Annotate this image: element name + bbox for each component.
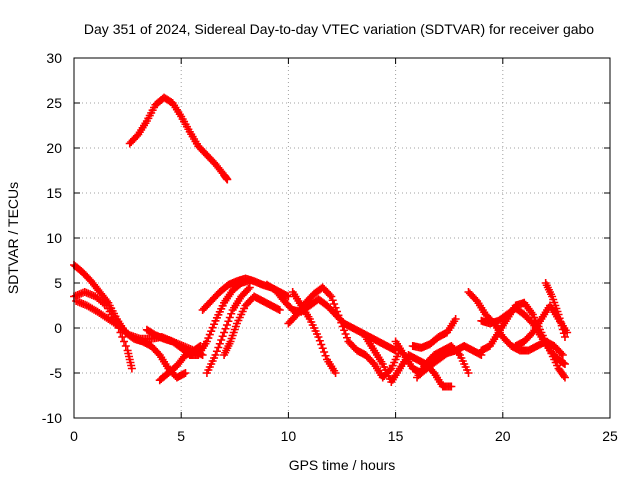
data-point	[221, 324, 230, 333]
data-point	[220, 328, 229, 337]
data-point	[337, 318, 346, 327]
data-point	[340, 326, 349, 335]
data-point	[341, 330, 350, 338]
data-point	[245, 283, 254, 292]
y-tick-label: 25	[46, 95, 62, 111]
data-point	[334, 311, 343, 320]
data-layer	[70, 93, 572, 391]
x-tick-label: 15	[388, 428, 404, 444]
data-point	[557, 321, 566, 330]
data-point	[464, 369, 473, 377]
data-point	[321, 351, 330, 360]
series-arc-b	[70, 288, 136, 373]
data-point	[100, 300, 109, 308]
data-point	[559, 372, 568, 380]
y-tick-label: 10	[46, 230, 62, 246]
series-arc-r	[477, 304, 569, 368]
y-tick-label: 20	[46, 140, 62, 156]
series-arc-m	[391, 337, 486, 377]
series-arc-f	[198, 274, 293, 314]
y-tick-label: 0	[54, 320, 62, 336]
data-point	[560, 360, 569, 368]
data-point	[227, 309, 236, 318]
data-point	[560, 373, 569, 382]
data-point	[244, 285, 253, 293]
data-point	[217, 336, 226, 344]
data-point	[328, 296, 337, 305]
series-arc-t	[541, 279, 569, 341]
series-arc-h	[220, 292, 284, 359]
x-tick-label: 0	[70, 428, 78, 444]
data-point	[451, 315, 460, 323]
data-point	[212, 347, 221, 356]
data-point	[223, 175, 232, 184]
data-point	[447, 382, 456, 391]
series-arc-high	[125, 93, 232, 184]
data-point	[559, 329, 568, 338]
series-arc-n	[408, 315, 460, 352]
series-arc-s	[511, 301, 572, 350]
data-point	[343, 333, 352, 342]
data-point	[127, 364, 136, 373]
y-tick-label: -10	[42, 410, 62, 426]
data-point	[218, 332, 227, 341]
data-point	[454, 349, 463, 358]
data-point	[556, 318, 565, 326]
data-point	[215, 339, 224, 348]
data-point	[314, 333, 323, 341]
data-point	[317, 340, 326, 349]
data-point	[275, 306, 284, 314]
data-point	[225, 313, 234, 322]
data-point	[224, 317, 233, 326]
data-point	[120, 337, 129, 346]
data-point	[338, 322, 347, 331]
data-point	[121, 342, 130, 350]
data-point	[331, 303, 340, 312]
data-point	[558, 351, 567, 359]
chart-title: Day 351 of 2024, Sidereal Day-to-day VTE…	[84, 21, 594, 37]
data-point	[196, 342, 205, 350]
x-tick-label: 5	[177, 428, 185, 444]
data-point	[284, 292, 293, 301]
data-point	[554, 310, 563, 319]
data-point	[211, 351, 220, 359]
data-point	[560, 333, 569, 341]
y-tick-label: 15	[46, 185, 62, 201]
data-point	[557, 349, 566, 358]
x-axis-title: GPS time / hours	[289, 457, 396, 473]
data-point	[335, 315, 344, 323]
data-point	[318, 344, 327, 353]
data-point	[325, 291, 334, 299]
data-point	[222, 321, 231, 329]
y-tick-label: -5	[50, 365, 63, 381]
data-point	[315, 336, 324, 345]
data-point	[330, 300, 339, 308]
series-arc-g	[202, 283, 254, 377]
y-axis-title: SDTVAR / TECUs	[5, 182, 21, 294]
data-point	[320, 348, 329, 356]
x-tick-label: 10	[281, 428, 297, 444]
series-arc-k	[288, 288, 340, 377]
series-arc-e	[155, 342, 205, 385]
x-tick-label: 20	[495, 428, 511, 444]
data-point	[214, 343, 223, 352]
grid-layer	[74, 58, 610, 418]
data-point	[332, 307, 341, 316]
x-tick-label: 25	[602, 428, 618, 444]
tick-layer: 0 5 10 15 20 25 -10 -5 0 5 10 15 20 25 30	[42, 50, 618, 444]
series-arc-o	[413, 342, 473, 382]
data-point	[555, 314, 564, 323]
data-point	[118, 333, 127, 341]
y-tick-label: 30	[46, 50, 62, 66]
data-point	[327, 292, 336, 301]
data-point	[181, 369, 190, 377]
data-point	[331, 369, 340, 377]
y-tick-label: 5	[54, 275, 62, 291]
data-point	[558, 325, 567, 334]
